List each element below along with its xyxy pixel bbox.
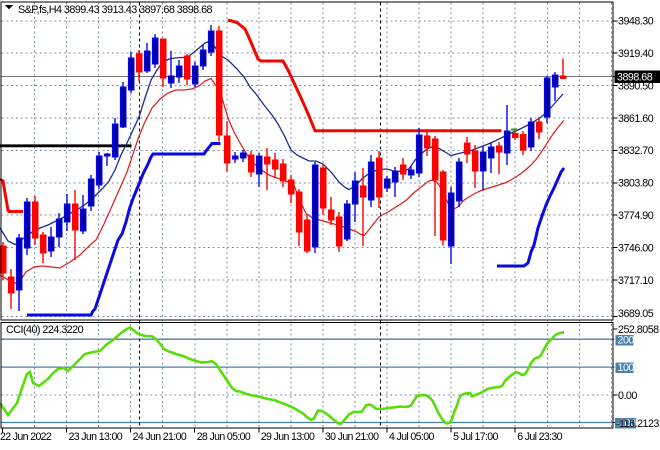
svg-text:3774.90: 3774.90 — [618, 210, 654, 222]
svg-text:3689.05: 3689.05 — [618, 308, 654, 320]
svg-text:5 Jul 17:00: 5 Jul 17:00 — [453, 431, 498, 443]
svg-text:3746.00: 3746.00 — [618, 242, 654, 254]
svg-text:30 Jun 21:00: 30 Jun 21:00 — [325, 431, 379, 443]
svg-text:S&P,fs,H4 3899.43 3913.43 389: S&P,fs,H4 3899.43 3913.43 3897.68 3898.6… — [18, 4, 213, 16]
svg-text:3861.60: 3861.60 — [618, 113, 654, 125]
svg-text:6 Jul 23:30: 6 Jul 23:30 — [517, 431, 562, 443]
svg-text:3890.50: 3890.50 — [618, 80, 654, 92]
svg-text:24 Jun 21:00: 24 Jun 21:00 — [133, 431, 187, 443]
svg-text:200: 200 — [618, 335, 635, 347]
svg-text:3948.30: 3948.30 — [618, 16, 654, 28]
svg-text:-116.2123: -116.2123 — [616, 418, 659, 430]
svg-text:28 Jun 05:00: 28 Jun 05:00 — [197, 431, 251, 443]
svg-text:22 Jun 2022: 22 Jun 2022 — [0, 431, 52, 443]
svg-text:3919.40: 3919.40 — [618, 48, 654, 60]
svg-text:252.8058: 252.8058 — [618, 324, 659, 336]
svg-text:23 Jun 13:00: 23 Jun 13:00 — [69, 431, 123, 443]
svg-text:3832.70: 3832.70 — [618, 145, 654, 157]
svg-text:0.00: 0.00 — [618, 390, 637, 402]
svg-text:3803.80: 3803.80 — [618, 178, 654, 190]
svg-text:29 Jun 13:00: 29 Jun 13:00 — [261, 431, 315, 443]
svg-text:3898.68: 3898.68 — [617, 71, 653, 83]
svg-text:3717.10: 3717.10 — [618, 275, 654, 287]
svg-text:4 Jul 05:00: 4 Jul 05:00 — [389, 431, 434, 443]
svg-text:-100: -100 — [616, 418, 636, 430]
svg-text:100: 100 — [618, 362, 635, 374]
svg-text:CCI(40) 224.3220: CCI(40) 224.3220 — [6, 324, 84, 336]
